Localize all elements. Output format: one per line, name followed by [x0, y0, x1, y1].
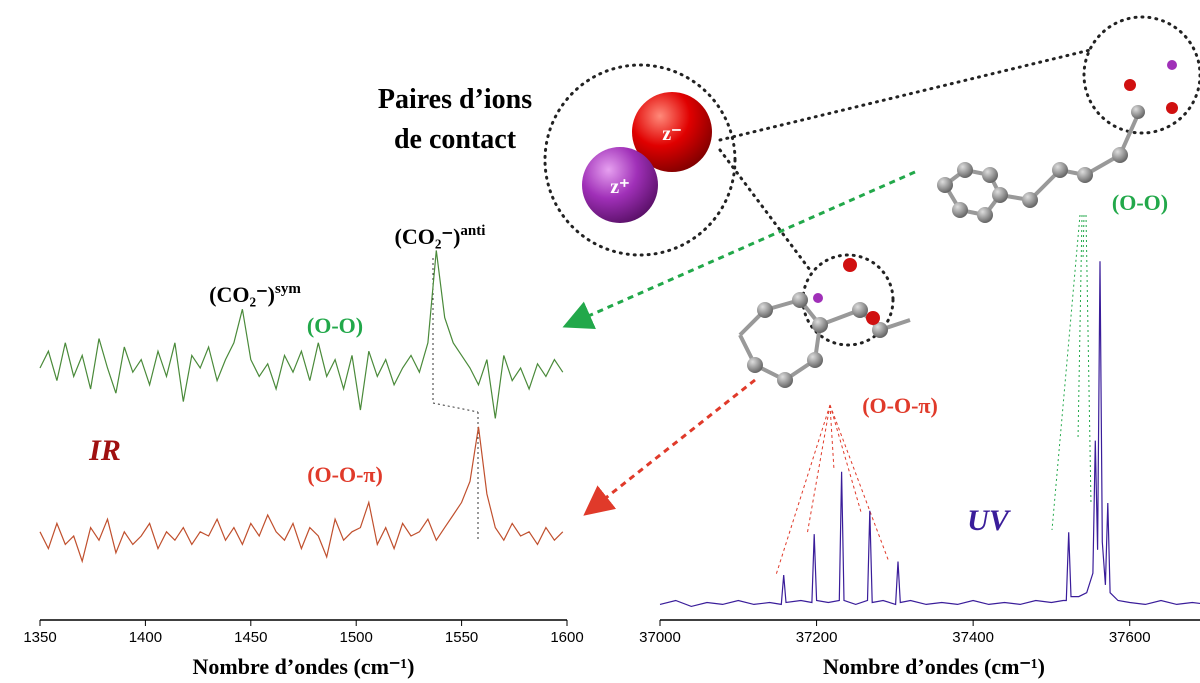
annotation: (O-O-π) [862, 393, 938, 418]
series-label: (O-O) [307, 313, 363, 338]
x-tick-label: 1450 [234, 629, 267, 646]
x-tick-label: 37000 [639, 629, 681, 646]
arrow [583, 378, 756, 516]
series-label: (O-O-π) [307, 462, 383, 487]
annotation-sup: sym [275, 281, 301, 297]
spectrum-line [39, 250, 564, 419]
arrow [562, 170, 916, 330]
guides [775, 404, 890, 576]
cation-label: z⁺ [610, 176, 629, 198]
x-tick-label: 1600 [550, 629, 583, 646]
cation-sphere [582, 147, 658, 223]
x-tick-label: 1350 [23, 629, 56, 646]
header-line: Paires d’ions [378, 84, 532, 115]
x-tick-label: 1550 [445, 629, 478, 646]
molecules [738, 60, 1178, 388]
annotation: (CO₂⁻)anti [395, 223, 486, 249]
guide [432, 402, 479, 413]
annotation: (CO₂⁻)sym [209, 281, 301, 307]
spectrum-line [659, 261, 1200, 608]
x-axis-title: Nombre d’ondes (cm⁻¹) [823, 654, 1045, 679]
annotation: (O-O) [1112, 190, 1168, 215]
annotation-text: (CO₂⁻) [209, 282, 275, 307]
anion-label: z⁻ [662, 123, 681, 145]
spectrum-line [39, 426, 564, 564]
annotation-sup: anti [460, 223, 485, 239]
x-tick-label: 37600 [1109, 629, 1151, 646]
x-tick-label: 37200 [796, 629, 838, 646]
annotation-text: (CO₂⁻) [395, 224, 461, 249]
anion-sphere [632, 92, 712, 172]
panel-label: IR [88, 434, 121, 467]
x-tick-label: 37400 [952, 629, 994, 646]
header-line: de contact [394, 124, 517, 155]
guides [1051, 214, 1092, 531]
x-tick-label: 1500 [340, 629, 373, 646]
x-tick-label: 1400 [129, 629, 162, 646]
x-axis-title: Nombre d’ondes (cm⁻¹) [193, 654, 415, 679]
panel-label: UV [967, 504, 1012, 537]
